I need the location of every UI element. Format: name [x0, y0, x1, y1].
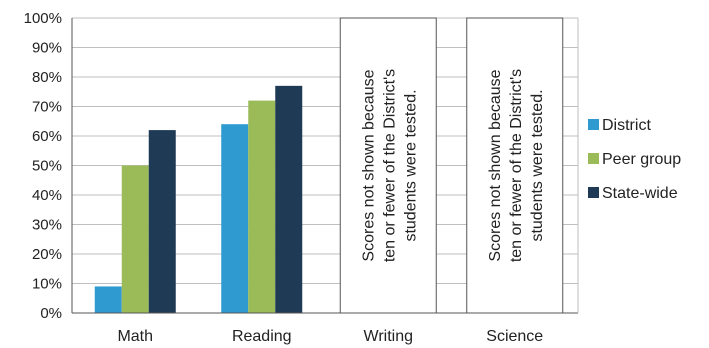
bar-peer-group-math	[121, 165, 149, 313]
y-tick-label: 90%	[32, 40, 62, 57]
x-category-label: Reading	[232, 328, 292, 345]
bar-peer-group-reading	[248, 100, 276, 313]
x-category-label: Science	[486, 328, 543, 345]
y-tick-label: 70%	[32, 99, 62, 116]
legend-label: District	[602, 117, 651, 134]
x-category-label: Writing	[364, 328, 414, 345]
annotation-text: ten or fewer of the District's	[508, 69, 525, 262]
legend-swatch	[588, 187, 599, 198]
legend-swatch	[588, 153, 599, 164]
legend-label: Peer group	[602, 151, 681, 168]
y-tick-label: 0%	[40, 305, 62, 322]
annotation-text: students were tested.	[529, 89, 546, 241]
y-tick-label: 40%	[32, 187, 62, 204]
legend-label: State-wide	[602, 185, 678, 202]
annotation-text: ten or fewer of the District's	[381, 69, 398, 262]
bar-state-wide-reading	[275, 85, 303, 313]
axes	[71, 18, 579, 314]
x-category-label: Math	[117, 328, 153, 345]
annotation-text: Scores not shown because	[487, 69, 504, 261]
annotation-box	[339, 17, 437, 314]
y-tick-labels: 0% 10% 20% 30% 40% 50% 60% 70% 80% 90% 100%	[24, 10, 62, 322]
y-tick-label: 80%	[32, 69, 62, 86]
bar-state-wide-math	[148, 130, 176, 313]
bar-district-reading	[221, 124, 249, 313]
legend-swatch	[588, 119, 599, 130]
annotation-text: students were tested.	[402, 89, 419, 241]
annotation-box	[466, 17, 564, 314]
legend: District Peer group State-wide	[588, 117, 681, 202]
x-category-labels: Math Reading Writing Science	[117, 328, 543, 345]
bars	[94, 85, 303, 313]
y-tick-label: 20%	[32, 246, 62, 263]
annotations: Scores not shown because ten or fewer of …	[339, 17, 564, 314]
y-tick-label: 100%	[24, 10, 62, 27]
annotation-text: Scores not shown because	[360, 69, 377, 261]
y-tick-label: 60%	[32, 128, 62, 145]
bar-district-math	[94, 286, 122, 313]
y-tick-label: 50%	[32, 158, 62, 175]
y-tick-label: 10%	[32, 276, 62, 293]
y-tick-label: 30%	[32, 217, 62, 234]
